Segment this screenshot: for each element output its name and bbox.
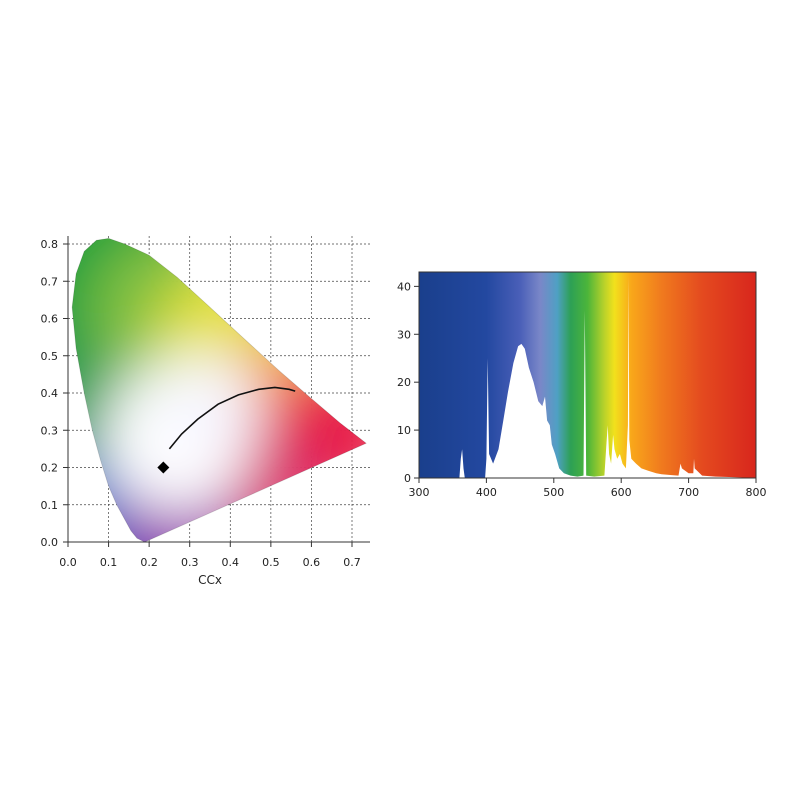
chromaticity-point-marker <box>157 461 170 474</box>
cie-y-tick-label: 0.2 <box>41 462 59 475</box>
planckian-locus-line <box>168 386 296 450</box>
cie-x-tick-label: 0.7 <box>343 556 361 569</box>
cie-y-tick-label: 0.3 <box>41 424 59 437</box>
cie-x-tick-label: 0.1 <box>100 556 118 569</box>
cie-x-axis-label: CCx <box>198 573 222 587</box>
cie-axes: 0.0 0.1 0.2 0.3 0.4 0.5 0.6 0.7 0.0 0.1 0.2 0.3 0.4 0… <box>41 236 370 569</box>
cie-y-tick-label: 0.5 <box>41 350 59 363</box>
cie-y-tick-label: 0.7 <box>41 275 59 288</box>
cie-y-tick-label: 0.8 <box>41 238 59 251</box>
cie-x-tick-label: 0.4 <box>222 556 240 569</box>
cie-color-blob-white <box>150 352 261 463</box>
cie-x-tick-label: 0.5 <box>262 556 280 569</box>
cie-y-tick-label: 0.0 <box>41 536 59 549</box>
cie-y-tick-label: 0.1 <box>41 499 59 512</box>
cie-y-tick-label: 0.6 <box>41 313 59 326</box>
cie-x-tick-label: 0.0 <box>59 556 77 569</box>
cie-gamut-region <box>72 238 367 542</box>
cie-x-tick-label: 0.2 <box>140 556 158 569</box>
cie-x-tick-label: 0.6 <box>303 556 321 569</box>
cie-x-tick-label: 0.3 <box>181 556 199 569</box>
cie-gamut-boundary <box>71 237 367 543</box>
cie-y-tick-label: 0.4 <box>41 387 59 400</box>
